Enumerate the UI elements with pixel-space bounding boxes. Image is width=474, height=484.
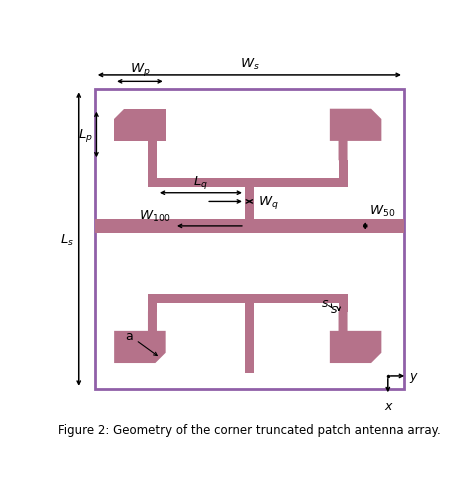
Bar: [95, 90, 404, 389]
Text: $W_q$: $W_q$: [258, 194, 278, 211]
Bar: [95, 220, 404, 233]
Text: s: s: [330, 303, 337, 316]
Text: $L_q$: $L_q$: [193, 173, 209, 190]
Text: Figure 2: Geometry of the corner truncated patch antenna array.: Figure 2: Geometry of the corner truncat…: [58, 423, 441, 436]
Bar: [148, 294, 347, 303]
Bar: [148, 161, 157, 179]
Text: x: x: [384, 399, 392, 412]
Text: $L_p$: $L_p$: [78, 127, 93, 144]
Bar: [245, 188, 254, 220]
Text: a: a: [126, 329, 157, 356]
Text: $W_{50}$: $W_{50}$: [369, 203, 395, 218]
Polygon shape: [330, 312, 382, 363]
Text: $L_s$: $L_s$: [60, 232, 74, 247]
Text: $W_{100}$: $W_{100}$: [139, 208, 171, 223]
Polygon shape: [330, 109, 382, 161]
Bar: [338, 161, 347, 179]
Polygon shape: [114, 312, 165, 363]
Text: $W_s$: $W_s$: [239, 57, 259, 72]
Bar: [245, 303, 254, 373]
Bar: [338, 294, 347, 312]
Text: y: y: [410, 370, 417, 383]
Bar: [148, 179, 347, 188]
Polygon shape: [114, 109, 165, 161]
Text: $W_p$: $W_p$: [129, 61, 150, 78]
Bar: [148, 294, 157, 312]
Text: s: s: [322, 296, 328, 309]
